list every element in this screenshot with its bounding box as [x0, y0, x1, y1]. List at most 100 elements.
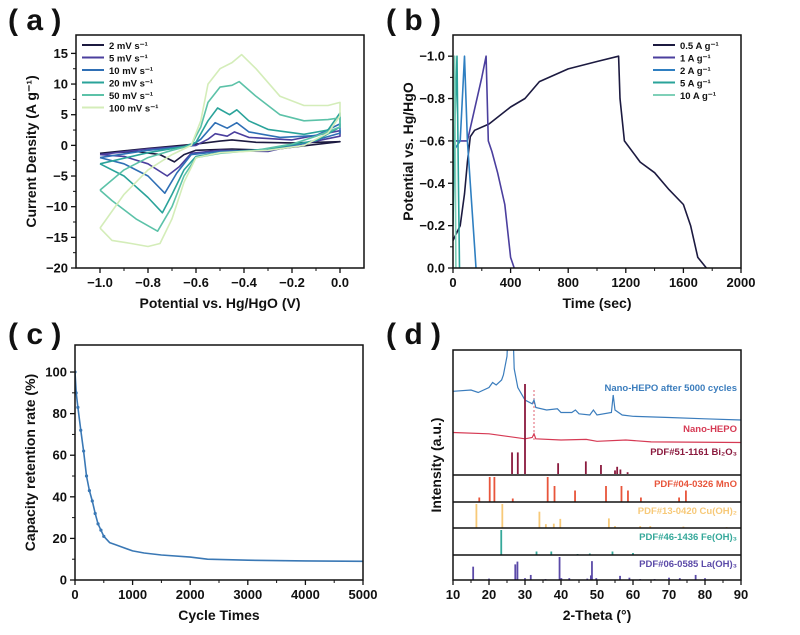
x-axis-title: 2-Theta (°) — [563, 607, 632, 623]
x-tick-label: 2000 — [727, 275, 756, 290]
legend-label: 5 A g⁻¹ — [680, 79, 711, 90]
data-point — [90, 499, 94, 503]
legend-label: 100 mV s⁻¹ — [109, 104, 158, 115]
legend-label: 2 A g⁻¹ — [680, 66, 711, 77]
data-point — [102, 534, 106, 538]
x-tick-label: 1200 — [611, 275, 640, 290]
y-tick-label: −0.4 — [419, 176, 445, 191]
pattern-label: Nano-HEPO — [683, 424, 737, 435]
x-tick-label: 400 — [500, 275, 522, 290]
series-line-3 — [99, 107, 341, 214]
x-axis-title: Cycle Times — [178, 607, 260, 623]
reference-label: PDF#51-1161 Bi₂O₃ — [650, 447, 737, 458]
x-tick-label: 0.0 — [331, 275, 349, 290]
y-axis-title: Current Density (A g⁻¹) — [23, 75, 39, 227]
x-tick-label: 70 — [662, 587, 676, 602]
panel-letter-d: ( d ) — [386, 318, 441, 351]
y-tick-label: 0 — [61, 138, 68, 153]
y-tick-label: −5 — [53, 169, 68, 184]
y-tick-label: 0 — [60, 573, 67, 588]
x-tick-label: 1000 — [118, 587, 147, 602]
plot-area — [99, 53, 341, 248]
data-point — [79, 428, 83, 432]
y-axis-title: Capacity retention rate (%) — [22, 374, 38, 551]
legend-label: 0.5 A g⁻¹ — [680, 41, 719, 52]
x-tick-label: 30 — [518, 587, 532, 602]
legend-label: 20 mV s⁻¹ — [109, 79, 153, 90]
x-tick-label: 40 — [554, 587, 568, 602]
panel-letter-b: ( b ) — [386, 4, 441, 37]
y-tick-label: 15 — [54, 46, 68, 61]
series-line-0 — [453, 55, 708, 268]
x-tick-label: −0.8 — [135, 275, 161, 290]
plot-area — [453, 350, 741, 580]
plot-frame — [75, 34, 365, 269]
y-tick-label: −20 — [46, 261, 68, 276]
reference-label: PDF#06-0585 La(OH)₃ — [639, 559, 737, 570]
y-tick-label: 0.0 — [427, 261, 445, 276]
x-tick-label: 90 — [734, 587, 748, 602]
plot-area — [75, 370, 363, 563]
y-tick-label: −1.0 — [419, 49, 445, 64]
x-tick-label: 0 — [449, 275, 456, 290]
legend-label: 2 mV s⁻¹ — [109, 41, 148, 52]
y-tick-label: 5 — [61, 107, 68, 122]
y-axis-title: Intensity (a.u.) — [428, 418, 444, 513]
y-tick-label: −0.8 — [419, 91, 445, 106]
xrd-pattern-1 — [453, 431, 741, 444]
x-axis-title: Time (sec) — [563, 295, 632, 311]
legend-label: 10 A g⁻¹ — [680, 91, 716, 102]
legend-label: 50 mV s⁻¹ — [109, 91, 153, 102]
data-point — [82, 449, 86, 453]
plot-frame — [452, 34, 742, 269]
x-tick-label: 5000 — [349, 587, 378, 602]
y-tick-label: 100 — [45, 365, 67, 380]
x-tick-label: −0.4 — [231, 275, 257, 290]
x-tick-label: 10 — [446, 587, 460, 602]
series-line-0 — [75, 371, 363, 563]
xrd-pattern-0 — [453, 350, 741, 421]
x-tick-label: 80 — [698, 587, 712, 602]
series-line-3 — [453, 55, 461, 268]
plot-frame — [74, 344, 364, 581]
panel-b: 0 400 800 1200 1600 2000 −1.0 −0.8 −0.6 −0.4 −0.2 0… — [400, 34, 756, 311]
x-tick-label: 0 — [71, 587, 78, 602]
x-tick-label: 4000 — [291, 587, 320, 602]
y-tick-label: −15 — [46, 230, 68, 245]
data-point — [76, 405, 80, 409]
plot-frame — [452, 349, 742, 581]
x-tick-label: 3000 — [233, 587, 262, 602]
y-tick-label: 60 — [53, 448, 67, 463]
data-point — [96, 522, 100, 526]
reference-label: PDF#46-1436 Fe(OH)₃ — [639, 532, 737, 543]
x-tick-label: 2000 — [176, 587, 205, 602]
x-tick-label: −1.0 — [87, 275, 113, 290]
series-line-1 — [453, 55, 515, 268]
panel-letter-c: ( c ) — [8, 318, 62, 351]
y-tick-label: 80 — [53, 406, 67, 421]
pattern-label: Nano-HEPO after 5000 cycles — [604, 383, 737, 394]
data-point — [84, 474, 89, 478]
y-tick-label: 40 — [53, 489, 67, 504]
data-point — [93, 511, 97, 516]
x-tick-label: 20 — [482, 587, 496, 602]
reference-label: PDF#13-0420 Cu(OH)₂ — [638, 506, 737, 517]
y-tick-label: −10 — [46, 199, 68, 214]
x-tick-label: 1600 — [669, 275, 698, 290]
y-axis-title: Potential vs. Hg/HgO — [400, 82, 416, 221]
data-point — [87, 488, 91, 493]
x-tick-label: 50 — [590, 587, 604, 602]
data-point — [99, 528, 103, 532]
series-line-2 — [453, 55, 477, 268]
y-tick-label: 10 — [54, 77, 68, 92]
y-tick-label: 20 — [53, 531, 67, 546]
panel-c: 0 1000 2000 3000 4000 5000 0 20 40 60 80 100 Cycle T… — [22, 344, 378, 623]
panel-d: 10 20 30 40 50 60 70 80 90 2-Theta (°) Intensity (… — [428, 349, 748, 623]
x-tick-label: −0.6 — [183, 275, 209, 290]
panel-a: −1.0 −0.8 −0.6 −0.4 −0.2 0.0 15 10 5 0 −5 −10 −15 −20… — [23, 34, 365, 311]
x-tick-label: −0.2 — [279, 275, 305, 290]
legend-label: 5 mV s⁻¹ — [109, 54, 148, 65]
series-line-5 — [99, 53, 341, 248]
legend-label: 1 A g⁻¹ — [680, 54, 711, 65]
